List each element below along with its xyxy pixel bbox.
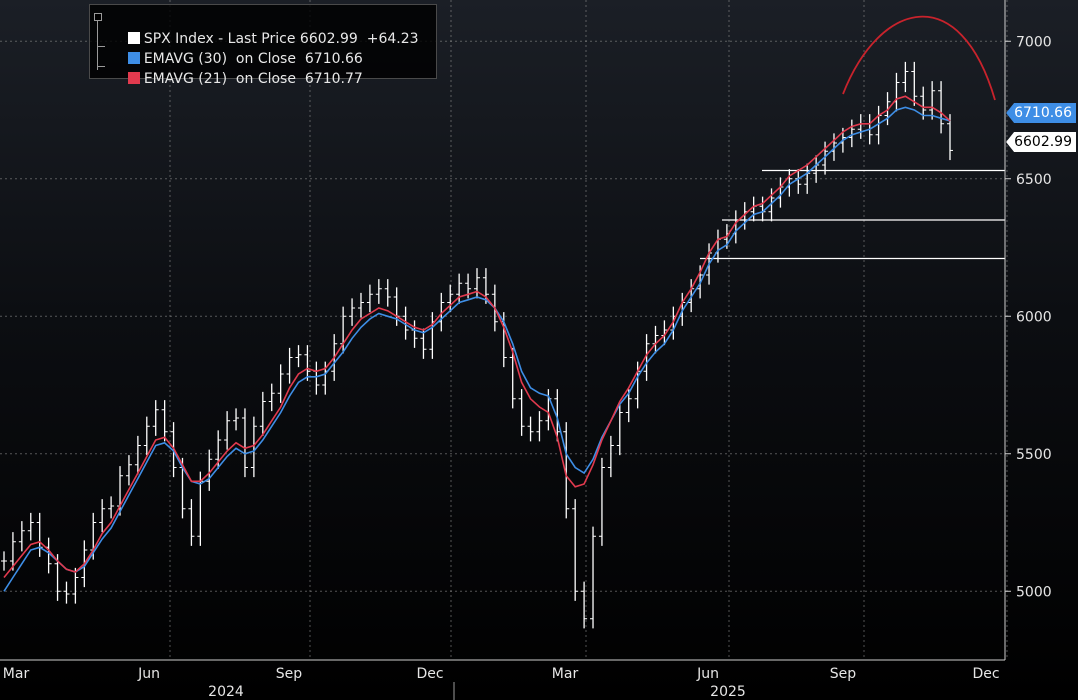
legend-spx-value: 6602.99 (299, 31, 358, 47)
x-tick-label: Jun (696, 666, 719, 682)
x-tick-label: Mar (3, 666, 30, 682)
chart-legend: SPX Index - Last Price 6602.99 +64.23 EM… (89, 4, 437, 87)
support-lines (700, 169, 1005, 260)
y-tick-label: 6000 (1016, 309, 1052, 325)
y-tick-label: 5000 (1016, 584, 1052, 600)
price-bars (1, 61, 953, 629)
axes: 5000 5500 6000 6500 7000 Mar Jun Sep Dec Mar Jun Se… (0, 0, 1052, 700)
x-year-label: 2025 (710, 684, 746, 700)
y-tick-label: 6500 (1016, 172, 1052, 188)
annotation-arc (842, 15, 996, 101)
x-tick-label: Sep (830, 666, 857, 682)
legend-row-ema30[interactable]: EMAVG (30) on Close 6710.66 (110, 32, 363, 67)
legend-ema21-name: EMAVG (21) on Close (143, 71, 296, 87)
legend-spx-change: +64.23 (366, 31, 419, 47)
x-year-label: 2024 (208, 684, 244, 700)
ema30-line (3, 106, 951, 592)
x-tick-label: Mar (552, 666, 579, 682)
x-tick-label: Jun (137, 666, 160, 682)
legend-ema30-name: EMAVG (30) on Close (143, 51, 296, 67)
y-tick-label: 5500 (1016, 447, 1052, 463)
ema21-line (3, 95, 951, 579)
legend-ema21-value: 6710.77 (304, 71, 363, 87)
grid-lines (0, 0, 1008, 660)
legend-spx-name: SPX Index - Last Price (143, 31, 296, 47)
x-tick-label: Dec (416, 666, 443, 682)
legend-tree-tick (97, 66, 105, 67)
legend-ema30-value: 6710.66 (304, 51, 363, 67)
legend-swatch-spx (127, 32, 140, 44)
legend-swatch-ema30 (127, 52, 140, 64)
x-tick-label: Sep (276, 666, 303, 682)
ema-price-tag: 6710.66 (1006, 103, 1076, 123)
legend-row-spx[interactable]: SPX Index - Last Price 6602.99 +64.23 (110, 12, 419, 47)
legend-collapse-icon[interactable] (94, 13, 102, 21)
legend-swatch-ema21 (127, 72, 140, 84)
x-tick-label: Dec (972, 666, 999, 682)
last-price-tag: 6602.99 (1006, 132, 1076, 152)
y-tick-label: 7000 (1016, 34, 1052, 50)
legend-tree-tick (97, 46, 105, 47)
legend-tree-connector (97, 14, 108, 70)
legend-row-ema21[interactable]: EMAVG (21) on Close 6710.77 (110, 52, 363, 87)
